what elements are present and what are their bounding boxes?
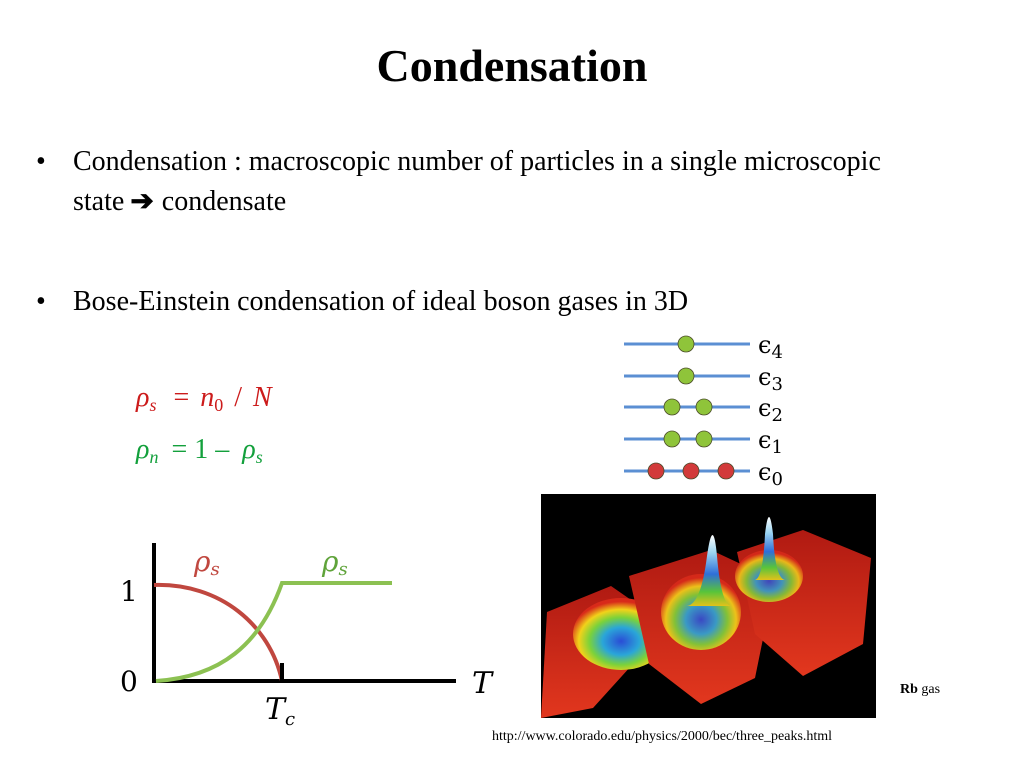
particle-ball [682, 462, 700, 480]
arrow-right-icon: ➔ [130, 186, 154, 217]
rho-subscript: s [255, 447, 263, 467]
rho-symbol: ρ [136, 434, 150, 465]
particle-ball [695, 430, 713, 448]
bullet-dot: • [36, 146, 46, 177]
particle-ball [677, 335, 695, 353]
particle-ball [677, 367, 695, 385]
particle-ball [647, 462, 665, 480]
slash: / [234, 382, 243, 413]
bullet-1-text: Condensation : macroscopic number of par… [73, 142, 913, 222]
N-symbol: N [253, 382, 272, 413]
rho-symbol: ρ [136, 382, 150, 413]
bullet-1: • Condensation : macroscopic number of p… [36, 142, 916, 222]
rho-subscript: s [149, 395, 157, 415]
caption-rest: gas [917, 682, 941, 697]
particle-ball [695, 398, 713, 416]
energy-level-label: ϵ3 [758, 363, 783, 395]
equation-rho-n: ρn = 1 – ρs [136, 434, 263, 466]
particle-ball [717, 462, 735, 480]
bullet-2-text: Bose-Einstein condensation of ideal boso… [73, 286, 689, 317]
tc-label: Tc [265, 692, 295, 730]
x-axis-label: T [472, 666, 494, 701]
caption-element: Rb [900, 682, 918, 697]
green-curve-label: ρs [321, 545, 348, 580]
energy-level-label: ϵ4 [758, 331, 783, 363]
equals-one-minus: = 1 – [171, 434, 230, 465]
bullet-1-main: Condensation : macroscopic number of par… [73, 146, 881, 217]
source-url[interactable]: http://www.colorado.edu/physics/2000/bec… [492, 729, 833, 744]
y-tick-1: 1 [120, 575, 138, 608]
energy-level-label: ϵ0 [758, 458, 783, 490]
y-tick-0: 0 [120, 665, 138, 698]
red-curve-label: ρs [193, 545, 220, 580]
slide-title: Condensation [376, 40, 648, 91]
equals-sign: = [173, 382, 190, 413]
bullet-1-tail: condensate [161, 186, 287, 217]
particle-ball [663, 398, 681, 416]
energy-level-label: ϵ2 [758, 394, 783, 426]
rho-symbol: ρ [242, 434, 256, 465]
condensate-fraction-graph: 1 0 T Tc ρs ρs [120, 543, 494, 730]
rho-s-red-curve [153, 582, 284, 682]
rho-s-green-curve [155, 581, 392, 683]
bullet-2: • Bose-Einstein condensation of ideal bo… [36, 282, 916, 322]
photo-caption: Rb gas [900, 682, 940, 698]
n-symbol: n [200, 382, 215, 413]
n-subscript: 0 [214, 395, 224, 415]
particle-ball [663, 430, 681, 448]
bullet-dot: • [36, 286, 46, 317]
rho-subscript: n [149, 447, 159, 467]
energy-level-label: ϵ1 [758, 426, 783, 458]
equation-rho-s: ρs = n0 / N [136, 382, 272, 414]
bec-density-photo [541, 494, 876, 718]
